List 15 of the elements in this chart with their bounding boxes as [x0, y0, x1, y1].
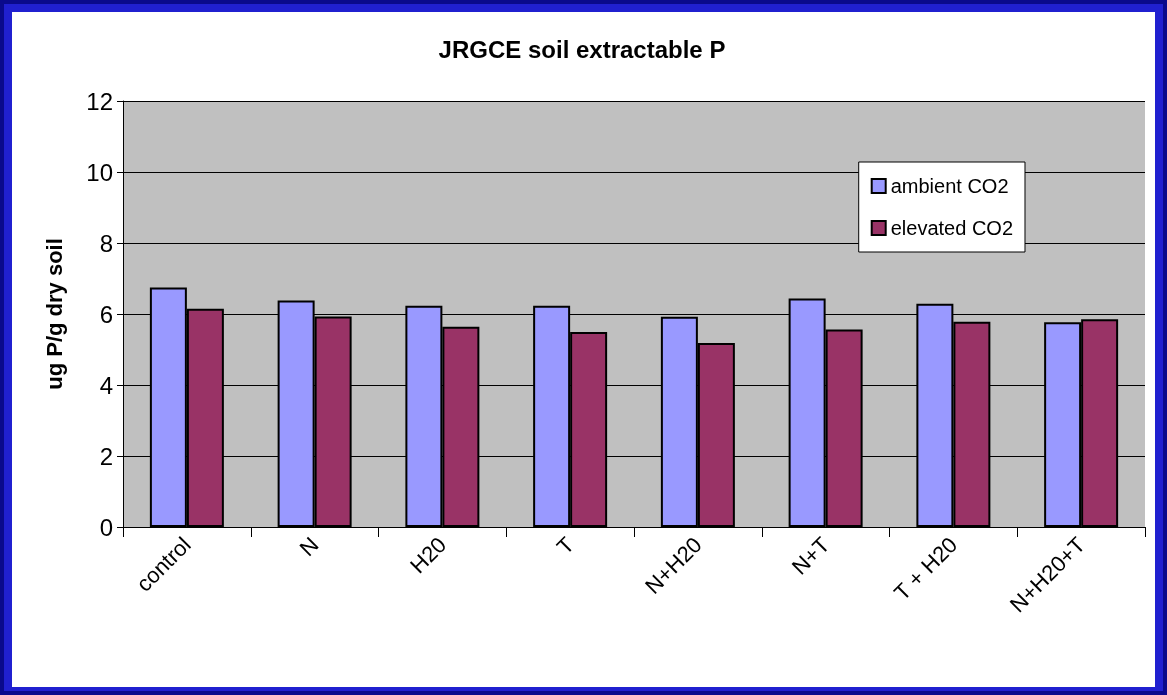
y-tick-label: 6: [99, 300, 113, 328]
legend-label: elevated CO2: [890, 217, 1013, 239]
y-tick-label: 12: [86, 87, 113, 115]
y-tick-label: 4: [99, 371, 113, 399]
y-axis-title: ug P/g dry soil: [41, 238, 67, 390]
x-tick-label: H20: [405, 532, 452, 579]
x-tick-label: N: [294, 532, 324, 562]
y-tick-label: 2: [99, 442, 113, 470]
y-tick-label: 8: [99, 229, 113, 257]
legend-label: ambient CO2: [890, 175, 1009, 197]
chart-title: JRGCE soil extractable P: [438, 35, 726, 63]
x-tick-label: T: [551, 532, 579, 560]
x-tick-label: T + H20: [889, 532, 963, 606]
y-tick-label: 10: [86, 158, 113, 186]
y-tick-label: 0: [99, 513, 113, 541]
